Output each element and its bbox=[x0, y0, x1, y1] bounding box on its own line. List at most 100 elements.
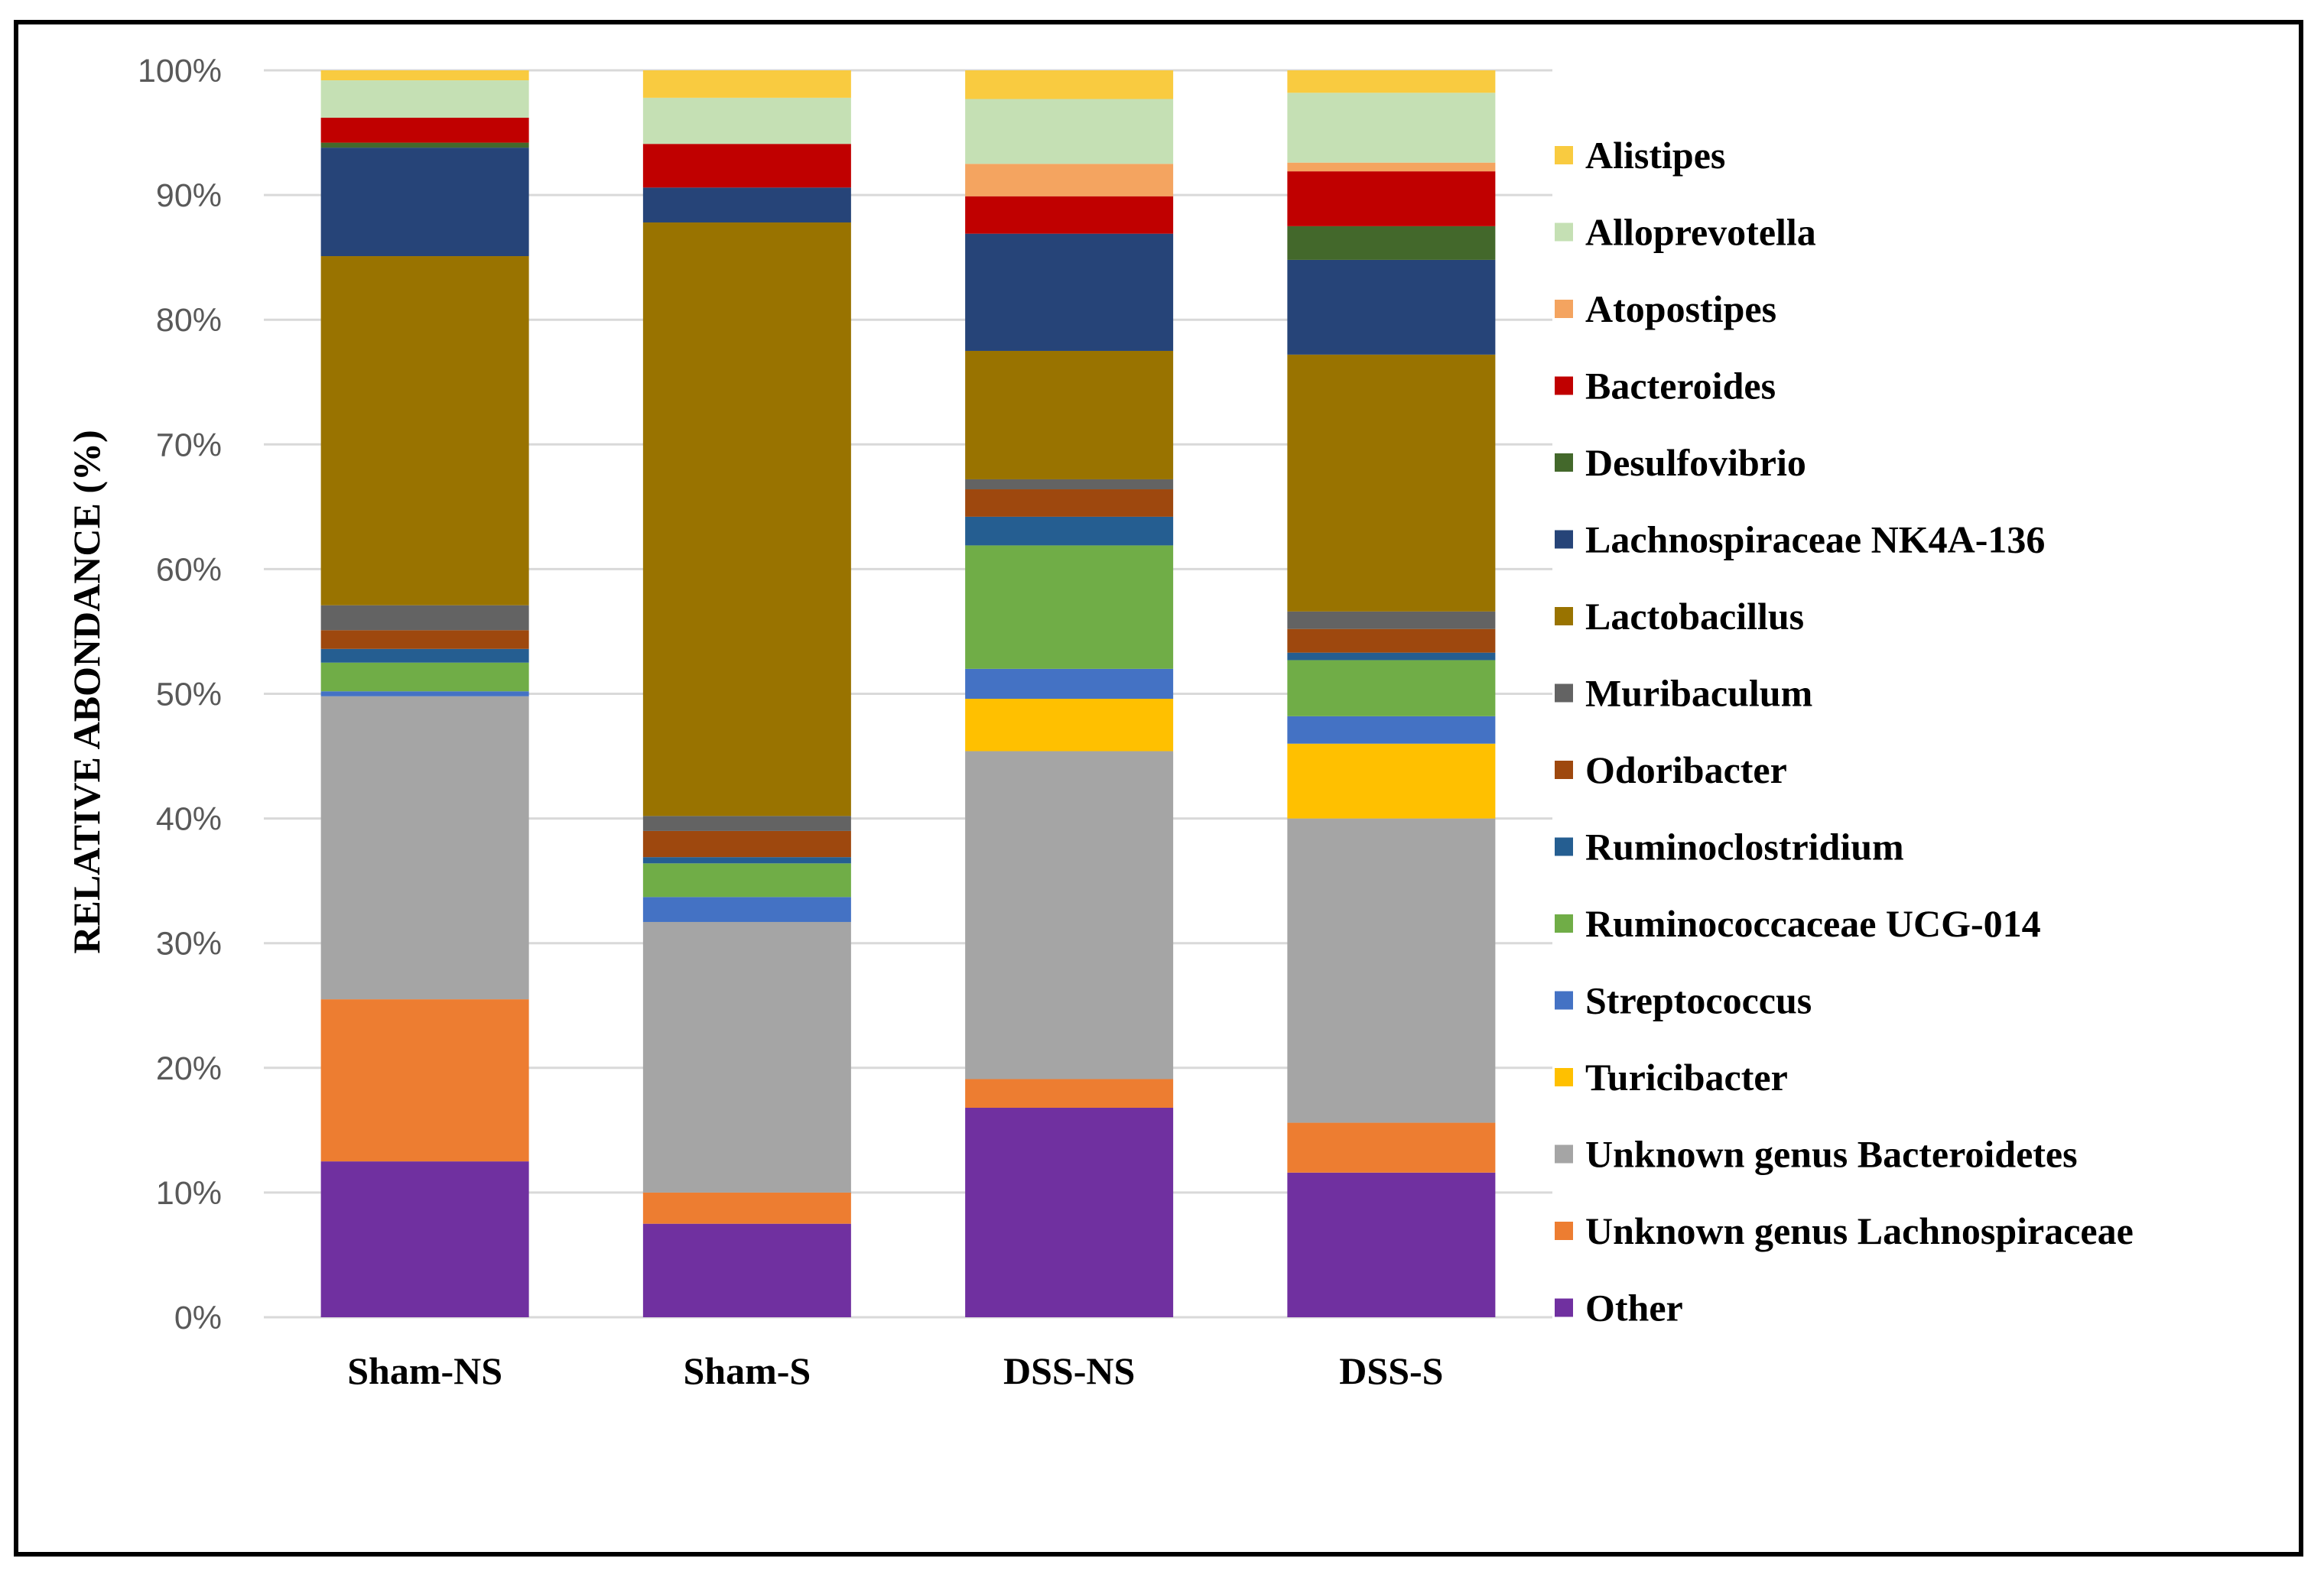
legend-swatch-lachnospiraceae-nk4a-136 bbox=[1555, 530, 1573, 549]
legend-label-ruminoclostridium: Ruminoclostridium bbox=[1585, 826, 1904, 868]
bar-segment-dss-ns-lactobacillus bbox=[965, 350, 1174, 479]
legend-label-muribaculum: Muribaculum bbox=[1585, 672, 1812, 715]
legend-label-atopostipes: Atopostipes bbox=[1585, 287, 1776, 330]
bar-segment-dss-ns-streptococcus bbox=[965, 668, 1174, 700]
bar-segment-dss-s-bacteroides bbox=[1287, 171, 1496, 226]
bar-segment-dss-s-alloprevotella bbox=[1287, 93, 1496, 163]
y-tick-label: 0% bbox=[174, 1300, 222, 1336]
x-category-label: DSS-NS bbox=[1003, 1349, 1135, 1392]
y-tick-label: 30% bbox=[156, 926, 222, 963]
bar-segment-dss-s-unknown-genus-bacteroidetes bbox=[1287, 818, 1496, 1123]
bar-segment-sham-s-odoribacter bbox=[642, 830, 851, 858]
bar-segment-dss-s-ruminoclostridium bbox=[1287, 652, 1496, 661]
y-axis-title: RELATIVE ABONDANCE (%) bbox=[65, 430, 108, 953]
legend-label-odoribacter: Odoribacter bbox=[1585, 748, 1787, 791]
bar-segment-sham-ns-odoribacter bbox=[320, 630, 529, 649]
bar-segment-dss-s-alistipes bbox=[1287, 70, 1496, 93]
y-tick-label: 50% bbox=[156, 677, 222, 713]
bar-segment-sham-ns-ruminoclostridium bbox=[320, 648, 529, 663]
y-tick-label: 40% bbox=[156, 801, 222, 838]
y-tick-label: 20% bbox=[156, 1050, 222, 1087]
legend-label-other: Other bbox=[1585, 1287, 1683, 1329]
bar-segment-dss-s-unknown-genus-lachnospiraceae bbox=[1287, 1122, 1496, 1173]
legend-label-lachnospiraceae-nk4a-136: Lachnospiraceae NK4A-136 bbox=[1585, 518, 2045, 561]
bar-segment-sham-ns-unknown-genus-lachnospiraceae bbox=[320, 999, 529, 1162]
bar-segment-sham-ns-ruminococcaceae-ucg-014 bbox=[320, 662, 529, 692]
legend-label-lactobacillus: Lactobacillus bbox=[1585, 595, 1804, 638]
bar-segment-dss-s-odoribacter bbox=[1287, 628, 1496, 653]
bar-segment-dss-ns-lachnospiraceae-nk4a-136 bbox=[965, 233, 1174, 351]
legend: Alistipes Alloprevotella Atopostipes Bacter… bbox=[1555, 134, 2134, 1329]
legend-label-ruminococcaceae-ucg-014: Ruminococcaceae UCG-014 bbox=[1585, 902, 2041, 945]
legend-label-unknown-genus-lachnospiraceae: Unknown genus Lachnospiraceae bbox=[1585, 1209, 2134, 1252]
bar-segment-sham-ns-alistipes bbox=[320, 70, 529, 81]
legend-label-bacteroides: Bacteroides bbox=[1585, 365, 1776, 407]
y-tick-label: 60% bbox=[156, 551, 222, 588]
y-tick-label: 80% bbox=[156, 302, 222, 339]
legend-label-alistipes: Alistipes bbox=[1585, 134, 1725, 177]
y-tick-label: 90% bbox=[156, 177, 222, 214]
bar-segment-sham-s-alloprevotella bbox=[642, 97, 851, 144]
bar-segment-dss-ns-bacteroides bbox=[965, 196, 1174, 234]
bar-segment-sham-ns-streptococcus bbox=[320, 691, 529, 696]
bar-segment-dss-ns-other bbox=[965, 1107, 1174, 1317]
bars bbox=[320, 70, 1496, 1317]
bar-segment-dss-s-turicibacter bbox=[1287, 743, 1496, 819]
bar-segment-dss-s-atopostipes bbox=[1287, 162, 1496, 172]
bar-segment-dss-s-desulfovibrio bbox=[1287, 226, 1496, 260]
bar-segment-dss-s-muribaculum bbox=[1287, 611, 1496, 629]
legend-swatch-streptococcus bbox=[1555, 991, 1573, 1010]
bar-segment-dss-s-lactobacillus bbox=[1287, 354, 1496, 612]
bar-segment-sham-ns-desulfovibrio bbox=[320, 142, 529, 148]
bar-segment-sham-s-alistipes bbox=[642, 70, 851, 98]
bar-segment-dss-ns-alloprevotella bbox=[965, 99, 1174, 164]
bar-segment-dss-s-ruminococcaceae-ucg-014 bbox=[1287, 660, 1496, 716]
legend-swatch-unknown-genus-lachnospiraceae bbox=[1555, 1222, 1573, 1240]
y-tick-label: 10% bbox=[156, 1175, 222, 1212]
legend-swatch-unknown-genus-bacteroidetes bbox=[1555, 1144, 1573, 1164]
bar-segment-sham-ns-lactobacillus bbox=[320, 256, 529, 605]
bar-segment-sham-ns-bacteroides bbox=[320, 117, 529, 143]
legend-label-unknown-genus-bacteroidetes: Unknown genus Bacteroidetes bbox=[1585, 1133, 2078, 1176]
x-category-labels: Sham-NS Sham-S DSS-NS DSS-S bbox=[347, 1349, 1443, 1392]
bar-segment-dss-ns-turicibacter bbox=[965, 699, 1174, 752]
legend-swatch-ruminoclostridium bbox=[1555, 837, 1573, 856]
bar-segment-sham-s-bacteroides bbox=[642, 144, 851, 188]
bar-segment-sham-s-lachnospiraceae-nk4a-136 bbox=[642, 187, 851, 222]
x-category-label: DSS-S bbox=[1339, 1349, 1443, 1392]
bar-segment-sham-ns-unknown-genus-bacteroidetes bbox=[320, 696, 529, 1000]
legend-swatch-alloprevotella bbox=[1555, 222, 1573, 242]
legend-swatch-turicibacter bbox=[1555, 1068, 1573, 1086]
legend-swatch-desulfovibrio bbox=[1555, 453, 1573, 472]
bar-segment-dss-s-lachnospiraceae-nk4a-136 bbox=[1287, 259, 1496, 355]
bar-segment-sham-s-muribaculum bbox=[642, 816, 851, 831]
bar-segment-dss-ns-atopostipes bbox=[965, 164, 1174, 196]
legend-swatch-bacteroides bbox=[1555, 376, 1573, 395]
legend-swatch-alistipes bbox=[1555, 146, 1573, 164]
bar-segment-dss-ns-alistipes bbox=[965, 70, 1174, 99]
y-tick-label: 100% bbox=[138, 53, 222, 89]
bar-segment-dss-ns-muribaculum bbox=[965, 479, 1174, 490]
legend-swatch-muribaculum bbox=[1555, 683, 1573, 703]
bar-segment-dss-s-streptococcus bbox=[1287, 716, 1496, 744]
bar-segment-dss-s-other bbox=[1287, 1172, 1496, 1317]
bar-segment-dss-ns-ruminococcaceae-ucg-014 bbox=[965, 545, 1174, 669]
legend-swatch-lactobacillus bbox=[1555, 607, 1573, 625]
bar-segment-dss-ns-odoribacter bbox=[965, 489, 1174, 517]
bar-segment-sham-s-lactobacillus bbox=[642, 222, 851, 816]
y-tick-label: 70% bbox=[156, 427, 222, 463]
bar-segment-sham-ns-lachnospiraceae-nk4a-136 bbox=[320, 148, 529, 257]
bar-segment-dss-ns-unknown-genus-bacteroidetes bbox=[965, 751, 1174, 1079]
legend-label-streptococcus: Streptococcus bbox=[1585, 979, 1812, 1022]
legend-label-alloprevotella: Alloprevotella bbox=[1585, 211, 1816, 254]
bar-segment-sham-ns-alloprevotella bbox=[320, 80, 529, 118]
legend-swatch-odoribacter bbox=[1555, 761, 1573, 779]
legend-swatch-other bbox=[1555, 1298, 1573, 1317]
bar-segment-sham-s-other bbox=[642, 1223, 851, 1317]
legend-label-desulfovibrio: Desulfovibrio bbox=[1585, 441, 1806, 484]
x-category-label: Sham-NS bbox=[347, 1349, 502, 1392]
legend-swatch-atopostipes bbox=[1555, 300, 1573, 318]
bar-segment-sham-s-ruminoclostridium bbox=[642, 857, 851, 864]
bar-segment-sham-s-unknown-genus-bacteroidetes bbox=[642, 921, 851, 1193]
